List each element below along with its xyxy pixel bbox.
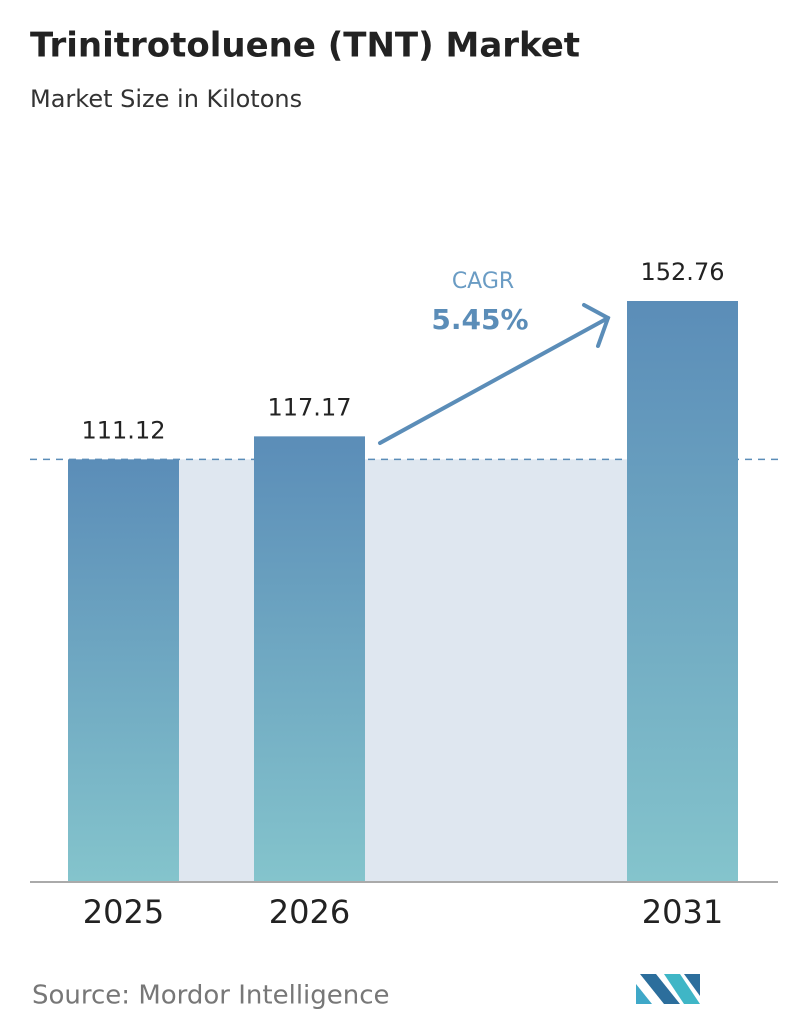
bar	[627, 301, 738, 882]
reference-area	[68, 459, 738, 882]
cagr-label: CAGR	[452, 269, 514, 294]
bar	[254, 436, 365, 882]
chart-title: Trinitrotoluene (TNT) Market	[30, 26, 580, 66]
source: Source: Mordor Intelligence	[32, 981, 390, 1011]
x-tick-label: 2025	[83, 893, 164, 931]
cagr-value: 5.45%	[431, 303, 528, 336]
chart-subtitle: Market Size in Kilotons	[30, 85, 302, 113]
value-label: 117.17	[268, 393, 352, 421]
value-label: 152.76	[641, 258, 725, 286]
cagr-arrow	[378, 303, 611, 445]
plot: 111.12 2025 117.17 2026 152.76 2031	[30, 258, 780, 931]
value-label: 111.12	[82, 416, 166, 444]
x-tick-label: 2026	[269, 893, 350, 931]
bar	[68, 459, 179, 882]
logo	[636, 974, 700, 1004]
x-tick-label: 2031	[642, 893, 723, 931]
